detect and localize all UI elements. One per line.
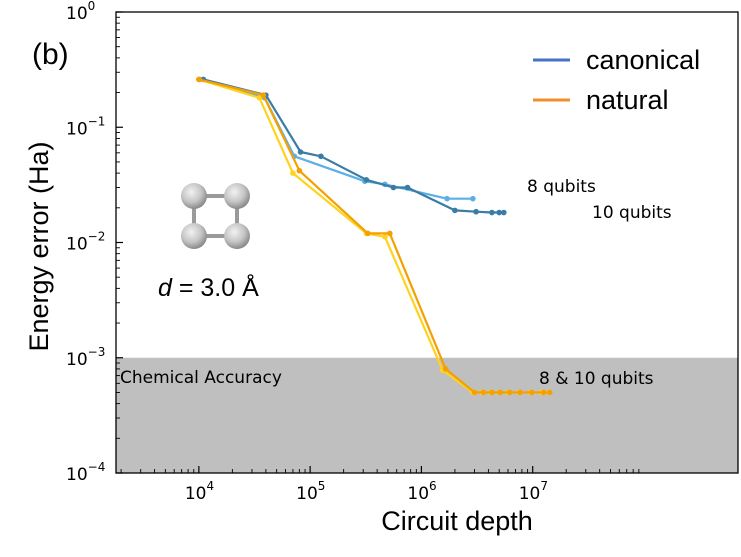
series-3-point [517,389,523,396]
y-tick-label-4: 10−4 [66,460,105,485]
series-group [196,76,553,396]
h4-molecule-icon [181,183,250,249]
series-3-point [546,389,553,396]
series-1-point [452,207,458,214]
series-line-0 [199,78,473,200]
x-tick-label-2: 106 [407,479,436,504]
distance-label: d = 3.0 Å [158,272,259,302]
distance-value: = 3.0 Å [172,272,259,302]
series-1-point [363,176,370,183]
series-3-point [497,389,503,396]
series-3-point [528,389,535,396]
series-0-point [444,195,450,202]
series-1-point [489,209,495,216]
x-axis-title: Circuit depth [381,506,533,536]
chemical-accuracy-band [116,357,738,473]
series-2-point [290,170,296,176]
y-tick-label-1: 10−1 [66,114,105,139]
panel-label: (b) [32,38,69,71]
series-3-point [442,366,449,372]
annotation-8-and-10-qubits: 8 & 10 qubits [539,369,654,389]
series-3-point [365,230,371,237]
chemical-accuracy-label: Chemical Accuracy [120,368,282,388]
series-line-2 [198,78,549,394]
series-1-point [500,209,507,216]
series-1-point [318,153,324,160]
legend-label-canonical: canonical [586,45,700,75]
y-tick-label-3: 10−3 [66,345,105,370]
legend: canonical natural [533,45,700,115]
series-3-point [196,76,202,83]
y-tick-label-0: 100 [66,0,95,24]
series-3-point [260,92,267,98]
series-1-point [496,209,502,216]
series-1-point [404,184,411,191]
y-tick-label-2: 10−2 [66,230,105,255]
series-3-point [480,389,487,396]
distance-var: d [158,274,173,302]
series-1-point [390,184,397,191]
annotation-10-qubits: 10 qubits [592,203,672,223]
series-3-point [540,389,547,396]
x-tick-label-1: 105 [296,479,325,504]
series-3-point [387,230,393,237]
x-tick-label-0: 104 [185,479,214,504]
y-axis-title: Energy error (Ha) [24,141,54,351]
series-1-point [297,149,304,155]
tick-group: 104 105 106 107 100 10−1 10−2 10−3 10−4 [66,0,640,504]
series-3-point [489,389,495,396]
series-3-point [506,389,513,396]
x-tick-label-3: 107 [519,479,548,504]
annotation-8-qubits: 8 qubits [527,177,596,197]
series-1-point [473,208,479,215]
series-3-point [471,389,478,396]
series-2-point [256,95,263,101]
series-3-point [296,167,303,174]
series-0-point [470,195,476,202]
legend-label-natural: natural [586,85,669,115]
series-2-point [382,234,388,240]
